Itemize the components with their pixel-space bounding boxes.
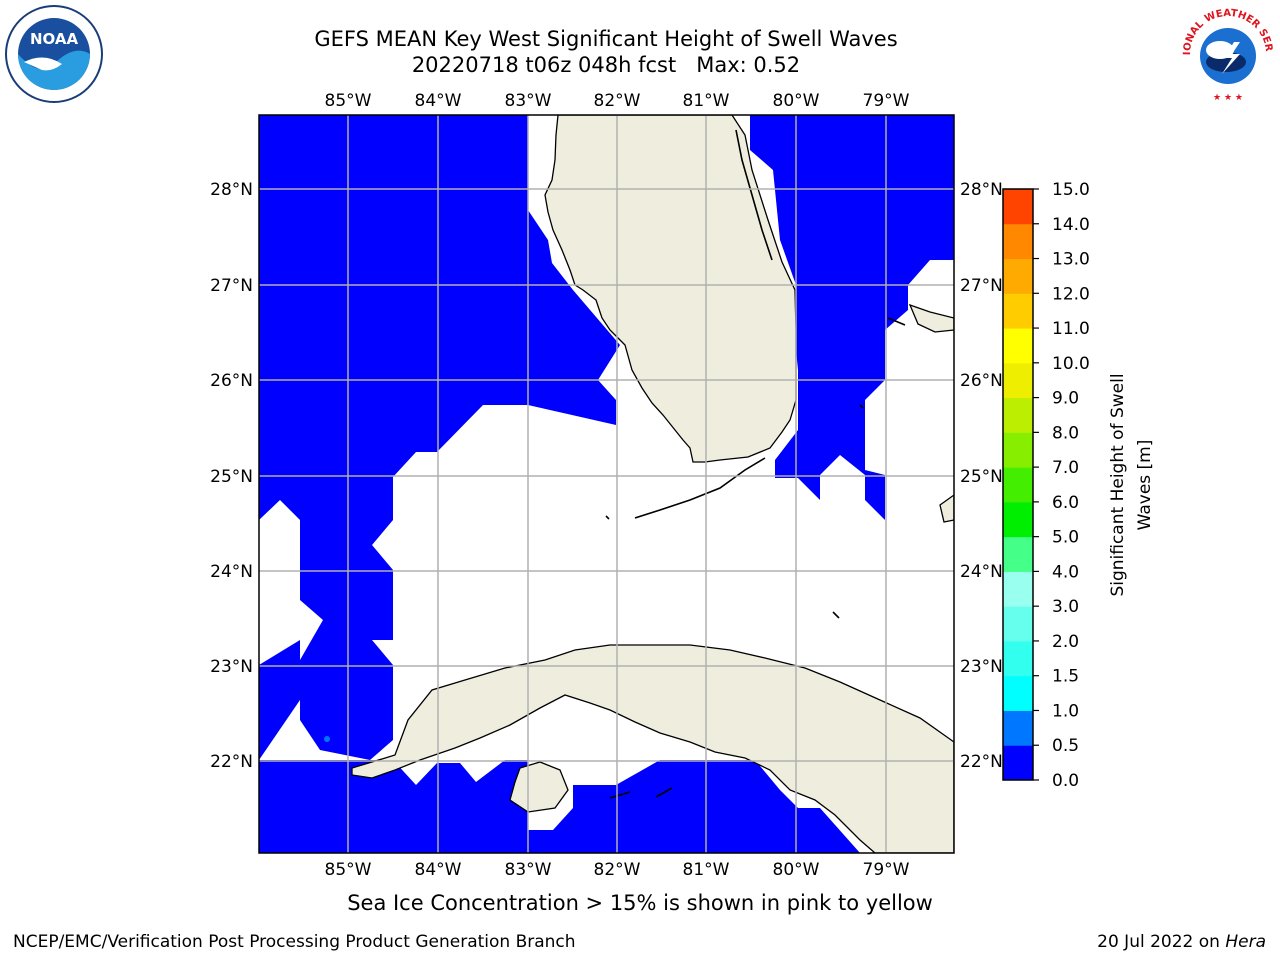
- lon-label-bottom: 83°W: [505, 860, 552, 880]
- colorbar-segment: [1003, 675, 1033, 711]
- colorbar-segment: [1003, 536, 1033, 572]
- colorbar-segment: [1003, 189, 1033, 225]
- lat-label-left: 28°N: [210, 180, 253, 200]
- lon-label-top: 81°W: [683, 91, 730, 111]
- swell-region-south: [259, 760, 860, 853]
- colorbar-tick-label: 1.5: [1052, 667, 1079, 687]
- colorbar-segment: [1003, 432, 1033, 468]
- lon-label-top: 85°W: [325, 91, 372, 111]
- lon-label-bottom: 82°W: [594, 860, 641, 880]
- colorbar-tick-label: 14.0: [1052, 215, 1090, 235]
- footer-date-text: 20 Jul 2022 on: [1097, 932, 1226, 952]
- colorbar-segment: [1003, 606, 1033, 642]
- map-frame: [259, 115, 954, 853]
- swell-region-atlantic: [750, 115, 954, 520]
- lat-label-left: 22°N: [210, 752, 253, 772]
- colorbar-tick-label: 12.0: [1052, 284, 1090, 304]
- lat-label-right: 26°N: [960, 371, 1003, 391]
- colorbar-label-line-2: Waves [m]: [1135, 440, 1155, 531]
- colorbar-tick-label: 11.0: [1052, 319, 1090, 339]
- colorbar-tick-label: 8.0: [1052, 423, 1079, 443]
- lon-label-top: 80°W: [773, 91, 820, 111]
- lon-label-bottom: 79°W: [863, 860, 910, 880]
- andros-land: [939, 494, 954, 523]
- map-title: GEFS MEAN Key West Significant Height of…: [314, 26, 897, 78]
- colorbar-border: [1002, 188, 1034, 781]
- colorbar-tick-label: 2.0: [1052, 632, 1079, 652]
- colorbar-tick-label: 0.5: [1052, 736, 1079, 756]
- colorbar-segment: [1003, 362, 1033, 399]
- colorbar-segment: [1003, 501, 1033, 538]
- lon-label-top: 84°W: [415, 91, 462, 111]
- lon-label-top: 82°W: [594, 91, 641, 111]
- nws-logo-icon: NATIONAL WEATHER SERVICE ★ ★ ★: [1176, 2, 1278, 104]
- svg-text:★ ★ ★: ★ ★ ★: [1213, 93, 1243, 103]
- swell-region-gulf: [259, 115, 620, 760]
- swell-region-west-lower: [259, 640, 300, 760]
- colorbar-tick-label: 5.0: [1052, 528, 1079, 548]
- colorbar-tick-label: 3.0: [1052, 597, 1079, 617]
- coastline-details: [605, 129, 906, 799]
- lat-label-right: 22°N: [960, 752, 1003, 772]
- bahamas-land: [908, 303, 954, 333]
- colorbar-segment: [1003, 640, 1033, 677]
- title-line-2: 20220718 t06z 048h fcst Max: 0.52: [411, 53, 801, 77]
- colorbar-tick-label: 4.0: [1052, 562, 1079, 582]
- lon-label-bottom: 80°W: [773, 860, 820, 880]
- noaa-logo-text: NOAA: [30, 30, 79, 48]
- colorbar-segment: [1003, 328, 1033, 364]
- lon-label-bottom: 81°W: [683, 860, 730, 880]
- lat-label-left: 24°N: [210, 562, 253, 582]
- colorbar-tick-label: 7.0: [1052, 458, 1079, 478]
- footer-host: Hera: [1225, 932, 1266, 952]
- colorbar-tick-label: 6.0: [1052, 493, 1079, 513]
- title-line-1: GEFS MEAN Key West Significant Height of…: [314, 27, 898, 51]
- colorbar: 0.0 0.5 1.0 1.5 2.0 3.0 4.0 5.0 6.0 7.0 8.0 9.0 10.0…: [1002, 180, 1090, 791]
- colorbar-segment: [1003, 571, 1033, 607]
- lon-label-bottom: 85°W: [325, 860, 372, 880]
- gridlines: [259, 115, 954, 853]
- footer-branch: NCEP/EMC/Verification Post Processing Pr…: [13, 932, 576, 952]
- colorbar-segment: [1003, 258, 1033, 294]
- isla-de-la-juventud-land: [509, 761, 569, 813]
- colorbar-tick-label: 15.0: [1052, 180, 1090, 200]
- lon-label-top: 79°W: [863, 91, 910, 111]
- colorbar-segment: [1003, 223, 1033, 260]
- colorbar-segment: [1003, 745, 1033, 781]
- lat-label-left: 27°N: [210, 276, 253, 296]
- colorbar-tick-label: 0.0: [1052, 771, 1079, 791]
- noaa-logo-icon: NOAA: [5, 5, 103, 103]
- florida-land: [544, 115, 797, 463]
- colorbar-label-line-1: Significant Height of Swell: [1108, 373, 1128, 596]
- lat-label-left: 25°N: [210, 467, 253, 487]
- axis-ticks: 85°W 85°W 84°W 84°W 83°W 83°W 82°W 82°W 81°W 81°W…: [210, 91, 1003, 880]
- colorbar-tick-label: 10.0: [1052, 354, 1090, 374]
- sea-ice-caption: Sea Ice Concentration > 15% is shown in …: [347, 891, 933, 915]
- colorbar-segment: [1003, 467, 1033, 503]
- lat-label-left: 23°N: [210, 657, 253, 677]
- swell-field: [259, 115, 954, 853]
- swell-spot: [324, 736, 330, 742]
- lat-label-right: 23°N: [960, 657, 1003, 677]
- lat-label-right: 27°N: [960, 276, 1003, 296]
- colorbar-segment: [1003, 397, 1033, 433]
- colorbar-tick-label: 13.0: [1052, 250, 1090, 270]
- colorbar-tick-label: 9.0: [1052, 389, 1079, 409]
- colorbar-segment: [1003, 710, 1033, 746]
- lat-label-right: 25°N: [960, 467, 1003, 487]
- lat-label-right: 24°N: [960, 562, 1003, 582]
- map-border: [258, 114, 955, 854]
- footer-date: 20 Jul 2022 on Hera: [1097, 932, 1266, 952]
- lon-label-bottom: 84°W: [415, 860, 462, 880]
- land: [351, 115, 954, 853]
- cuba-land: [351, 644, 954, 853]
- colorbar-tick-label: 1.0: [1052, 701, 1079, 721]
- lat-label-right: 28°N: [960, 180, 1003, 200]
- lon-label-top: 83°W: [505, 91, 552, 111]
- colorbar-segment: [1003, 293, 1033, 329]
- lat-label-left: 26°N: [210, 371, 253, 391]
